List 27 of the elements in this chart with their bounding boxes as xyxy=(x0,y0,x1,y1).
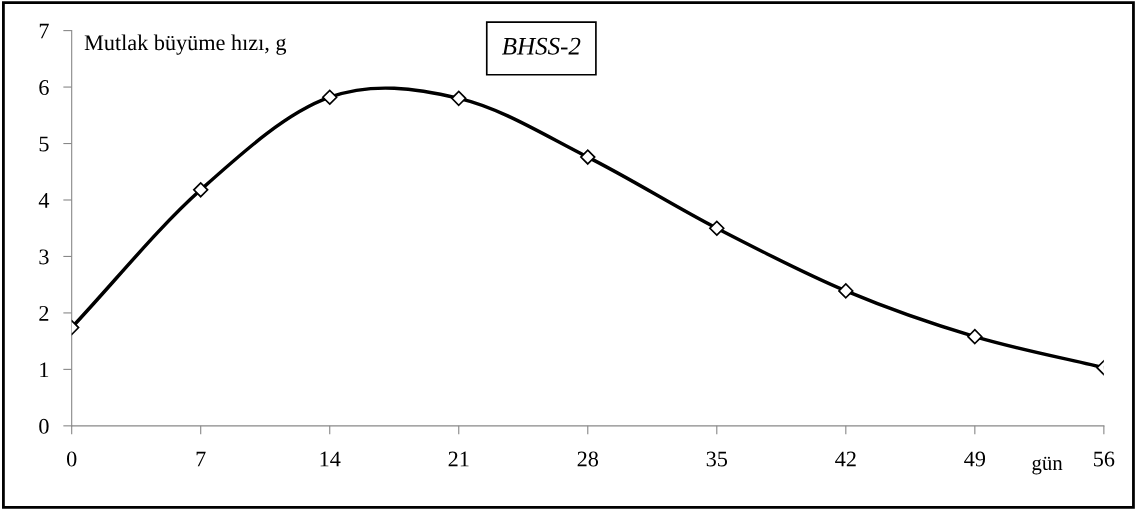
y-tick-label: 5 xyxy=(39,136,49,152)
x-tick-label: 42 xyxy=(835,451,856,467)
x-tick-label: 7 xyxy=(196,451,206,467)
y-tick-label: 1 xyxy=(40,362,49,378)
x-tick-label: 21 xyxy=(448,451,469,467)
x-tick-label: 35 xyxy=(706,451,728,467)
point xyxy=(580,149,596,165)
point xyxy=(451,90,467,107)
y-axis-title: Mutlak büyüme hızı, g xyxy=(84,34,287,55)
y-tick-label: 3 xyxy=(39,249,49,265)
point xyxy=(709,220,725,236)
annotation: BHSS-2 xyxy=(501,37,581,55)
point xyxy=(838,283,854,299)
y-tick-label: 4 xyxy=(38,193,50,208)
point xyxy=(322,89,338,105)
y-tick-label: 6 xyxy=(39,80,49,95)
x-tick-label: 0 xyxy=(66,451,77,467)
y-tick-label: 2 xyxy=(39,305,49,321)
point xyxy=(193,182,209,198)
x-tick-label: 56 xyxy=(1094,451,1115,467)
x-tick-label: 49 xyxy=(964,451,986,467)
y-tick-label: 7 xyxy=(39,23,49,39)
y-tick-label: 0 xyxy=(39,418,49,434)
point xyxy=(967,328,983,345)
x-axis-title: gün xyxy=(1032,456,1063,475)
x-tick-label: 28 xyxy=(577,451,599,467)
x-tick-label: 14 xyxy=(320,451,341,467)
